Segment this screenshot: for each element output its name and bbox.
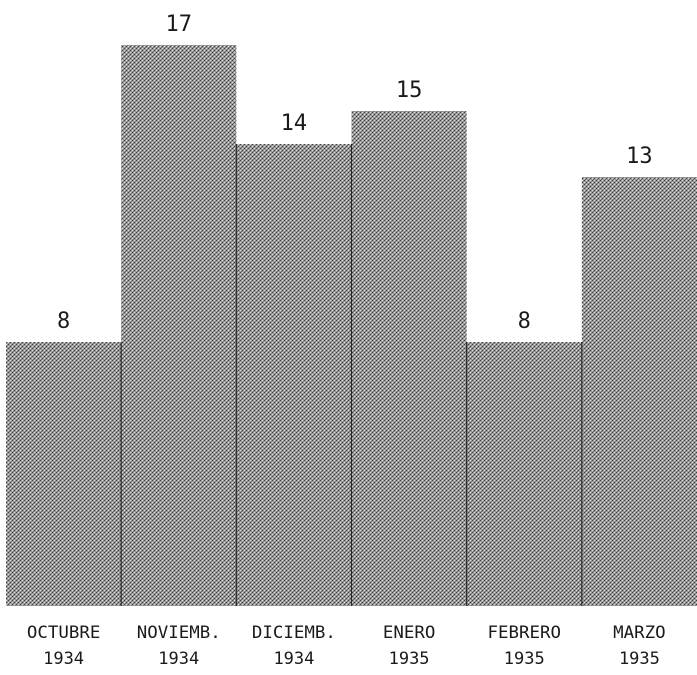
- category-month-label: ENERO: [383, 623, 436, 643]
- bar-diciemb: [236, 144, 352, 606]
- category-month-label: FEBRERO: [488, 623, 562, 643]
- value-label: 13: [626, 144, 653, 169]
- value-label: 15: [396, 78, 423, 103]
- bar-marzo: [581, 177, 697, 606]
- category-year-label: 1934: [273, 649, 314, 669]
- value-labels: 8 17 14 15 8 13: [57, 12, 653, 334]
- category-month-label: OCTUBRE: [27, 623, 101, 643]
- value-label: 8: [57, 309, 70, 334]
- category-month-label: NOVIEMB.: [137, 623, 221, 643]
- category-month-label: DICIEMB.: [252, 623, 336, 643]
- category-year-label: 1935: [389, 649, 430, 669]
- category-year-label: 1935: [504, 649, 545, 669]
- value-label: 8: [518, 309, 531, 334]
- bar-separators: [120, 144, 583, 606]
- category-month-label: MARZO: [613, 623, 666, 643]
- bar-octubre: [6, 342, 122, 606]
- category-labels: OCTUBRE 1934 NOVIEMB. 1934 DICIEMB. 1934 ENERO…: [27, 623, 666, 669]
- category-year-label: 1934: [43, 649, 84, 669]
- bars-layer: [6, 45, 697, 606]
- category-year-label: 1935: [619, 649, 660, 669]
- bar-febrero: [466, 342, 582, 606]
- bar-enero: [351, 111, 467, 606]
- value-label: 14: [281, 111, 308, 136]
- category-year-label: 1934: [158, 649, 199, 669]
- bar-noviemb: [121, 45, 237, 606]
- value-label: 17: [166, 12, 193, 37]
